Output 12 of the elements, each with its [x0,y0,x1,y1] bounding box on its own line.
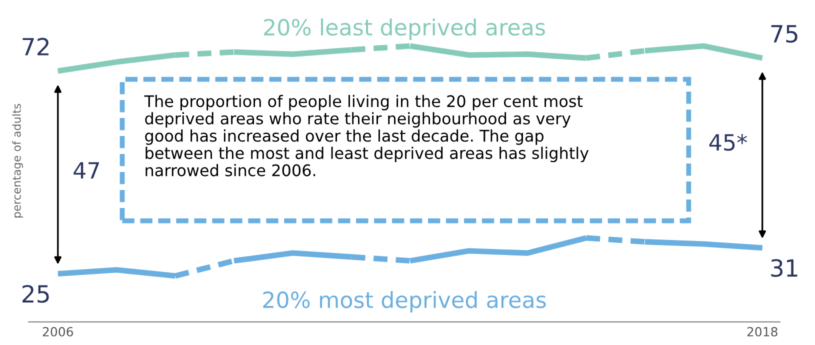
annotation: 47 [74,162,99,179]
data-label: 72 [22,38,48,56]
text: 20% most deprived areas [263,291,546,313]
annotation: The proportion of people living in the 20 per cent most deprived areas who rate their neighbourhood as very good has increased over the last decade. The gap between the most and least deprived areas has slightly narrowed since 2006. [144,94,589,176]
data-label: 25 [22,284,49,303]
x-tick-label: 2018 [747,326,778,336]
annotation: 45* [709,134,748,151]
y-axis-title: percentage of adults [12,104,23,218]
data-label: 31 [771,259,798,277]
x-tick-label: 2006 [42,326,73,336]
text: 20% least deprived areas [264,18,545,40]
data-label: 75 [771,25,798,43]
